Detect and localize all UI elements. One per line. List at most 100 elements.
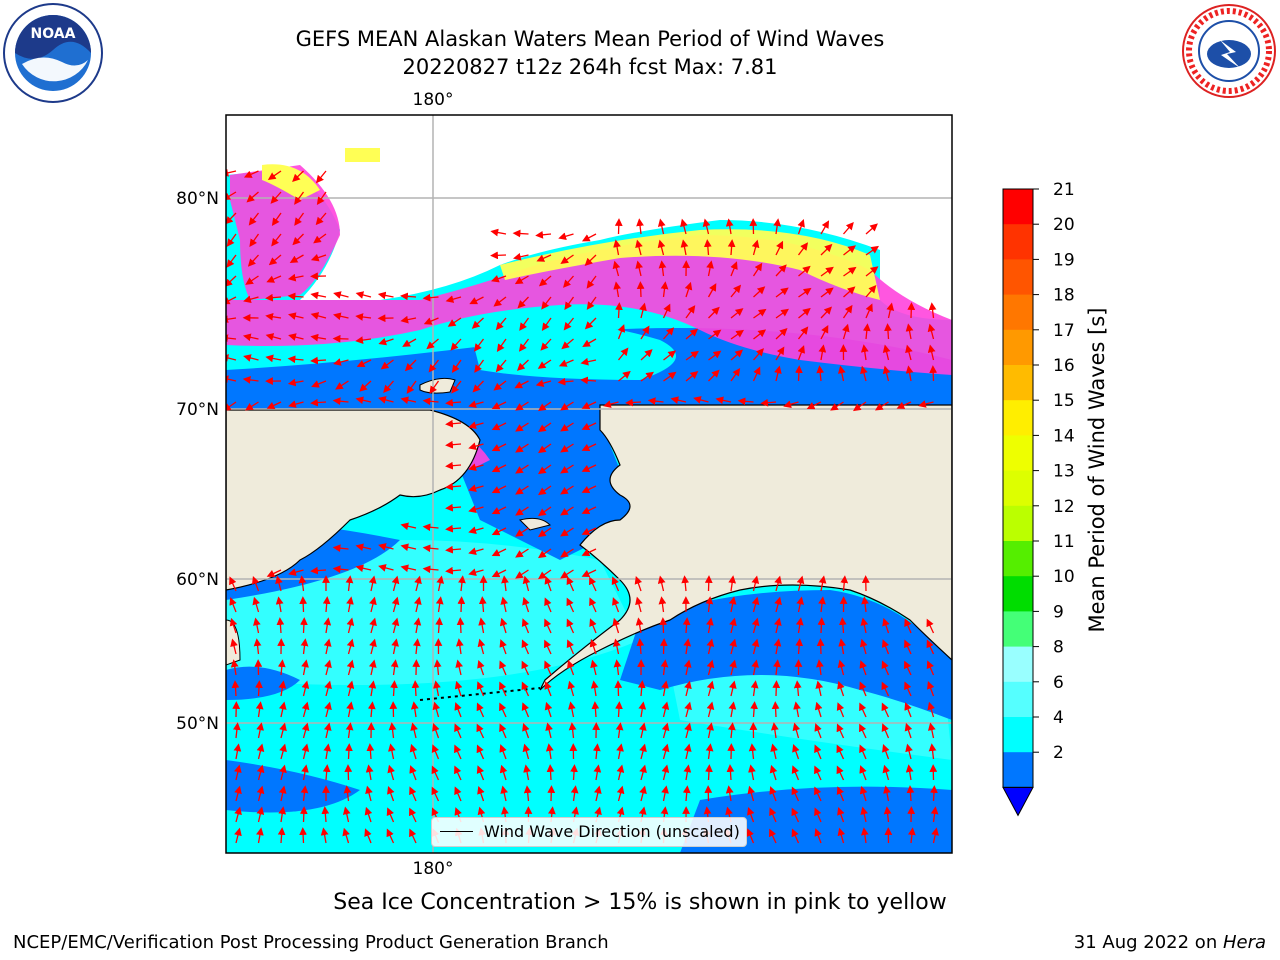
wind-wave-arrow	[311, 380, 327, 388]
wind-wave-arrow	[818, 344, 827, 361]
colorbar-tick-label: 9	[1053, 602, 1064, 622]
wind-wave-arrow	[581, 422, 597, 430]
wind-wave-arrow	[276, 617, 285, 634]
wind-wave-arrow	[683, 743, 692, 760]
wind-wave-arrow	[546, 764, 555, 781]
sea-ice-pink	[226, 235, 952, 375]
wind-wave-arrow	[906, 785, 915, 802]
wind-wave-arrow	[538, 275, 552, 287]
wind-wave-arrow	[613, 281, 621, 298]
wind-wave-arrow	[793, 680, 802, 697]
wind-wave-arrow	[670, 396, 687, 404]
chart-title: GEFS MEAN Alaskan Waters Mean Period of …	[295, 27, 885, 51]
wind-wave-arrow	[752, 262, 763, 277]
colorbar-segment	[1003, 541, 1033, 577]
wind-wave-arrow	[581, 464, 597, 472]
wind-wave-arrow	[256, 806, 265, 823]
wind-wave-arrow	[387, 786, 395, 802]
wind-wave-arrow	[422, 565, 439, 574]
polar-no-data	[226, 115, 952, 320]
wind-wave-arrow	[769, 807, 777, 823]
wind-wave-arrow	[657, 239, 666, 256]
wind-wave-arrow	[725, 785, 734, 802]
wind-wave-arrow	[473, 338, 485, 352]
wind-wave-arrow	[458, 575, 466, 592]
wind-wave-arrow	[560, 485, 574, 495]
wind-wave-arrow	[706, 701, 715, 718]
wind-wave-arrow	[640, 371, 654, 382]
wind-wave-arrow	[659, 617, 668, 634]
wind-wave-arrow	[476, 744, 485, 760]
wind-wave-arrow	[836, 786, 845, 802]
wind-wave-arrow	[310, 566, 327, 575]
sea-ice-yellow	[500, 229, 880, 300]
wind-wave-arrow	[639, 743, 647, 760]
wind-wave-arrow	[501, 575, 509, 592]
wind-wave-arrow	[570, 785, 579, 802]
wind-wave-arrow	[245, 401, 259, 411]
wind-wave-arrow	[515, 485, 529, 495]
wind-wave-arrow	[332, 312, 349, 321]
wind-wave-arrow	[926, 618, 935, 634]
wind-wave-arrow	[842, 304, 853, 319]
wind-wave-direction-arrows	[226, 169, 939, 844]
wind-wave-arrow	[730, 261, 738, 277]
wind-wave-arrow	[886, 302, 895, 319]
wind-wave-arrow	[226, 296, 237, 305]
wind-wave-arrow	[770, 743, 778, 760]
wind-wave-arrow	[406, 380, 417, 394]
wind-wave-arrow	[634, 576, 643, 592]
wind-wave-arrow	[580, 357, 597, 366]
wind-wave-arrow	[567, 660, 575, 676]
wind-wave-arrow	[230, 659, 239, 676]
wind-wave-arrow	[570, 764, 578, 781]
wind-wave-arrow	[882, 764, 891, 781]
wind-wave-arrow	[355, 336, 372, 344]
colorbar-tick-label: 21	[1053, 180, 1075, 200]
wind-wave-arrow	[426, 338, 439, 350]
wind-wave-arrow	[795, 365, 803, 382]
wind-wave-arrow	[252, 596, 260, 613]
wind-wave-arrow	[433, 659, 442, 676]
wind-wave-arrow	[515, 422, 529, 432]
colorbar	[1002, 188, 1034, 817]
wind-wave-arrow	[253, 638, 262, 655]
wind-wave-arrow	[301, 659, 309, 676]
wind-wave-arrow	[814, 701, 823, 718]
wind-wave-arrow	[324, 701, 332, 718]
colorbar-ticks: 21 20 19 18 17 16 15 14 13 12 11 10 9 8 6 4 2	[1033, 180, 1075, 763]
wind-wave-arrow	[469, 296, 484, 305]
wind-wave-arrow	[514, 380, 529, 389]
wind-wave-arrow	[413, 617, 422, 634]
nws-logo	[1182, 4, 1276, 98]
wind-wave-arrow	[594, 785, 602, 802]
wind-wave-arrow	[882, 744, 890, 760]
wind-wave-arrow	[323, 743, 332, 760]
wind-wave-arrow	[499, 764, 508, 781]
wind-wave-arrow	[268, 254, 282, 266]
colorbar-tick-label: 17	[1053, 321, 1075, 341]
wind-wave-arrow	[796, 596, 804, 613]
wind-wave-arrow	[409, 786, 417, 802]
wind-wave-arrow	[310, 253, 327, 262]
wind-wave-arrow	[535, 379, 552, 387]
wind-wave-arrow	[881, 681, 890, 697]
wind-wave-arrow	[753, 286, 766, 298]
wind-wave-arrow	[409, 807, 417, 823]
wind-wave-arrow	[560, 527, 574, 537]
wind-wave-arrow	[279, 743, 287, 760]
wind-wave-arrow	[706, 260, 714, 277]
wind-wave-arrow	[558, 359, 574, 367]
wind-wave-arrow	[882, 344, 891, 361]
wind-wave-arrow	[256, 785, 265, 802]
wind-wave-arrow	[538, 422, 552, 433]
wind-wave-arrow	[301, 680, 310, 697]
wind-wave-arrow	[476, 702, 485, 718]
wind-wave-arrow	[612, 617, 620, 634]
wind-wave-arrow	[927, 344, 936, 361]
wind-wave-arrow	[708, 306, 720, 319]
wind-wave-arrow	[538, 527, 552, 538]
wind-wave-arrow	[369, 596, 377, 613]
wind-wave-arrow	[730, 349, 744, 361]
wind-wave-arrow	[323, 638, 332, 655]
